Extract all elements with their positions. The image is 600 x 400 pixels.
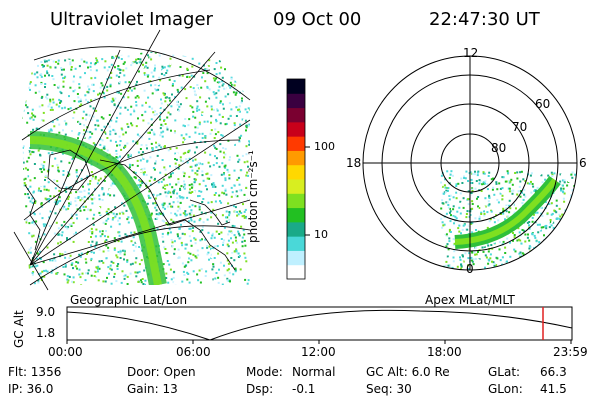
dsp-label: Dsp: [246, 382, 274, 396]
colorbar-cell [287, 121, 305, 137]
polar-plot [362, 55, 578, 271]
instrument-title: Ultraviolet Imager [50, 9, 213, 30]
colorbar [286, 78, 310, 280]
timeline-axis-title: GC Alt [12, 310, 26, 348]
glon-value: 41.5 [540, 382, 567, 396]
x-tick-label: 23:59 [553, 345, 588, 359]
grid-line [29, 225, 251, 286]
auroral-arc-geo-core [29, 136, 162, 285]
auroral-oval-core [454, 178, 558, 245]
colorbar-cell [287, 236, 305, 251]
mode-label: Mode: [246, 365, 283, 379]
colorbar-tick-label: 100 [314, 140, 335, 153]
colorbar-tick-label: 10 [314, 228, 328, 241]
grid-line [13, 231, 49, 291]
polar-panel-label: Apex MLat/MLT [425, 293, 515, 307]
grid-line [29, 29, 161, 266]
sequence-number: Seq: 30 [366, 382, 412, 396]
dsp-value: -0.1 [292, 382, 316, 396]
colorbar-cell [287, 107, 305, 123]
colorbar-cell [287, 207, 305, 223]
colorbar-cell [287, 179, 305, 194]
x-tick-label: 00:00 [48, 345, 83, 359]
x-tick-label: 12:00 [301, 345, 336, 359]
x-tick-label: 06:00 [176, 345, 211, 359]
timeline-frame [66, 306, 573, 341]
mlat-label-80: 80 [491, 141, 507, 155]
y-tick-label: 1.8 [36, 326, 56, 340]
mlat-label-70: 70 [512, 120, 528, 134]
timeline-plot [66, 306, 573, 344]
colorbar-cell [287, 250, 305, 266]
orbit-altitude-curve [66, 309, 573, 341]
mode-value: Normal [292, 365, 336, 379]
mlat-label-60: 60 [535, 97, 551, 111]
colorbar-unit-label: photon cm⁻²s⁻¹ [246, 150, 260, 243]
glat-label: GLat: [488, 365, 521, 379]
geo-speckle [22, 52, 250, 285]
y-tick-label: 9.0 [36, 305, 56, 319]
grid-line [21, 69, 211, 141]
gain-value: Gain: 13 [127, 382, 178, 396]
ip-value: IP: 36.0 [8, 382, 54, 396]
coastline [99, 159, 236, 271]
colorbar-cell [287, 136, 305, 151]
colorbar-cell [287, 221, 305, 237]
colorbar-cell [287, 164, 305, 180]
colorbar-cell [287, 264, 305, 280]
geo-image [22, 52, 250, 285]
grid-line [29, 49, 121, 266]
grid-line [29, 119, 251, 266]
date-label: 09 Oct 00 [273, 9, 362, 30]
colorbar-cell [287, 193, 305, 209]
door-status: Door: Open [127, 365, 196, 379]
grid-line [29, 199, 251, 266]
coastline [189, 199, 231, 226]
gc-altitude: GC Alt: 6.0 Re [366, 365, 450, 379]
grid-line [23, 139, 241, 221]
mlt-label-dawn: 6 [579, 156, 587, 170]
grid-line [33, 46, 251, 101]
glat-value: 66.3 [540, 365, 567, 379]
coastline [47, 149, 91, 191]
colorbar-frame [286, 78, 306, 280]
colorbar-cell [287, 150, 305, 166]
grid-line [29, 51, 216, 266]
x-tick-label: 18:00 [427, 345, 462, 359]
time-label: 22:47:30 UT [429, 9, 540, 30]
colorbar-cells [287, 79, 305, 280]
mlt-label-noon: 12 [463, 46, 479, 60]
colorbar-cell [287, 93, 305, 109]
mlt-label-dusk: 18 [346, 156, 362, 170]
mlt-label-midnight: 0 [466, 262, 474, 276]
glon-label: GLon: [488, 382, 523, 396]
geo-panel-label: Geographic Lat/Lon [70, 293, 188, 307]
colorbar-cell [287, 79, 305, 94]
flight-number: Flt: 1356 [8, 365, 62, 379]
geo-grid [13, 29, 251, 291]
